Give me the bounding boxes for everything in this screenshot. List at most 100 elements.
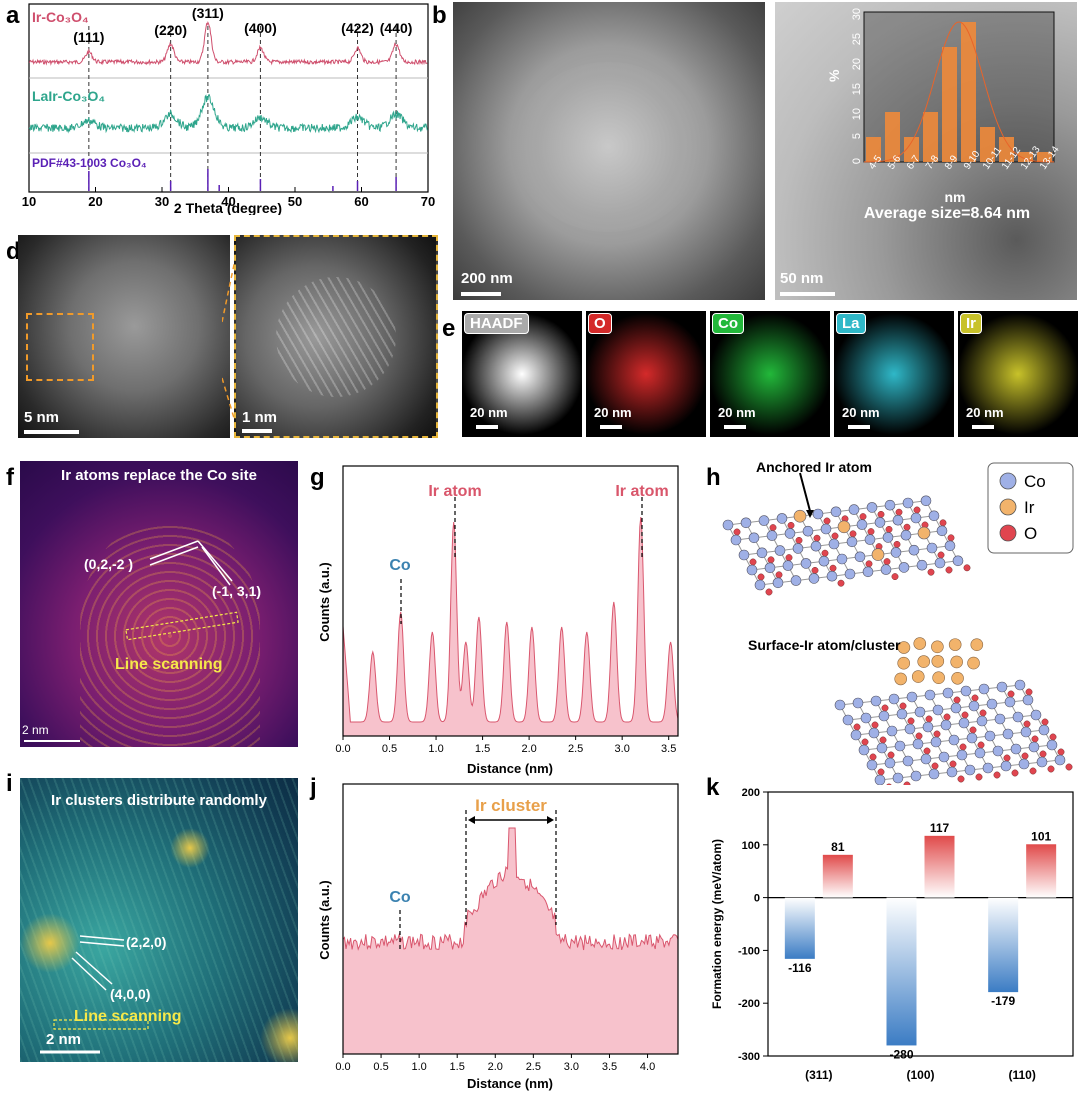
k-chart: -300 -200 -100 0 100 200 -116 81 -280 117 -179 101…	[710, 787, 1074, 1082]
profile-j-chart: 0.0 0.5 1.0 1.5 2.0 2.5 3.0 3.5 4.0 Ir cluster C…	[317, 783, 679, 1091]
j-xtick-label: 2.5	[526, 1061, 541, 1073]
xrd-curve-ir	[28, 21, 428, 66]
k-bar-positive	[1026, 844, 1057, 898]
xrd-curve-lair	[28, 93, 428, 134]
hist-fit-curve	[864, 21, 1054, 163]
k-bar-positive	[924, 835, 955, 898]
g-xtick-label: 1.0	[428, 743, 443, 755]
eds-scalebar	[848, 425, 870, 429]
xrd-xlabel: 2 Theta (degree)	[174, 200, 282, 215]
sem-image: 200 nm	[453, 2, 765, 300]
hist-bar	[942, 47, 957, 162]
k-ytick-label: -200	[738, 998, 760, 1010]
j-ylabel: Counts (a.u.)	[317, 880, 332, 959]
eds-scalebar	[476, 425, 498, 429]
panel-label-i: i	[6, 770, 13, 797]
haadf-overview: 5 nm	[18, 235, 230, 438]
eds-scale-text: 20 nm	[470, 405, 508, 420]
hist-bar	[885, 112, 900, 162]
hist-ytick-label: 30	[851, 8, 863, 20]
i-plane2: (4,0,0)	[110, 986, 151, 1002]
xrd-xtick-label: 60	[354, 194, 368, 209]
haadf-ir-clusters: Ir clusters distribute randomly (2,2,0) …	[20, 778, 298, 1062]
f-overlay	[24, 540, 239, 742]
k-xtick-label: (110)	[1008, 1068, 1035, 1082]
xrd-xtick-label: 20	[88, 194, 102, 209]
formation-energy-k: -300 -200 -100 0 100 200 -116 81 -280 117 -179 101…	[705, 780, 1080, 1092]
hist-bar	[866, 137, 881, 162]
hist-ytick-label: 15	[851, 83, 863, 95]
xrd-xtick-label: 10	[22, 194, 36, 209]
legend-marker-co	[999, 472, 1017, 490]
panel-label-f: f	[6, 464, 14, 491]
eds-scale-text: 20 nm	[718, 405, 756, 420]
panel-label-h: h	[706, 464, 721, 491]
k-bar-positive	[822, 854, 853, 898]
k-value-label: 117	[930, 821, 950, 835]
j-xtick-label: 3.0	[564, 1061, 579, 1073]
g-xtick-label: 0.5	[382, 743, 397, 755]
g-xlabel: Distance (nm)	[467, 761, 553, 776]
f-plane1: (0,2,-2 )	[84, 556, 134, 572]
j-xtick-label: 4.0	[640, 1061, 655, 1073]
eds-map-label: O	[588, 313, 612, 334]
panel-label-b: b	[432, 2, 447, 29]
eds-map-label: HAADF	[464, 313, 529, 334]
hist-bar	[904, 137, 919, 162]
g-xtick-label: 2.0	[521, 743, 536, 755]
xrd-peak-label: (400)	[244, 20, 277, 36]
hist-ytick-label: 0	[851, 158, 863, 164]
g-ann-ir1: Ir atom	[428, 483, 481, 500]
xrd-series-ir-label: Ir-Co₃O₄	[32, 9, 89, 25]
xrd-series-lair-label: LaIr-Co₃O₄	[32, 88, 105, 104]
xrd-panel: (111) (220) (311) (400) (422) (440) 10 20 30 40 5…	[0, 0, 440, 216]
g-xtick-label: 0.0	[335, 743, 350, 755]
hist-bar	[999, 137, 1014, 162]
hist-ytick-label: 10	[851, 108, 863, 120]
k-ytick-label: 100	[742, 840, 760, 852]
xrd-ref-label: PDF#43-1003 Co₃O₄	[32, 156, 147, 170]
i-scale: 2 nm	[46, 1031, 82, 1048]
j-ann-cluster: Ir cluster	[475, 796, 547, 815]
haadf-ir-atoms: Ir atoms replace the Co site (0,2,-2 ) (…	[20, 461, 298, 747]
sem-scale-text: 200 nm	[461, 270, 513, 287]
f-title: Ir atoms replace the Co site	[61, 467, 257, 484]
j-xlabel: Distance (nm)	[467, 1076, 553, 1091]
hist-bar	[1018, 152, 1033, 162]
j-xtick-label: 1.5	[450, 1061, 465, 1073]
j-ann-co: Co	[389, 889, 411, 906]
f-scale: 2 nm	[22, 723, 49, 737]
models-h: Co Ir O Anchored Ir atom Surface-Ir atom/c…	[710, 455, 1080, 791]
xrd-xtick-label: 70	[421, 194, 435, 209]
haadf-scalebar-left	[24, 430, 79, 434]
hist-bar	[1037, 152, 1052, 162]
panel-label-g: g	[310, 464, 325, 491]
k-ytick-label: -300	[738, 1051, 760, 1063]
tem-scale-text: 50 nm	[780, 270, 824, 287]
haadf-scale-left: 5 nm	[24, 409, 60, 426]
eds-map-la: La 20 nm	[834, 311, 954, 437]
xrd-xtick-label: 30	[155, 194, 169, 209]
i-plane1: (2,2,0)	[126, 934, 167, 950]
sem-scalebar	[461, 292, 501, 296]
eds-map-label: Ir	[960, 313, 983, 334]
h-models: Co Ir O	[722, 462, 1074, 791]
hist-ytick-label: 5	[851, 133, 863, 139]
eds-map-label: Co	[712, 313, 744, 334]
legend-label: O	[1024, 524, 1037, 543]
j-xtick-label: 0.0	[335, 1061, 350, 1073]
panel-label-j: j	[310, 774, 317, 801]
hist-ytick-label: 20	[851, 58, 863, 70]
g-ylabel: Counts (a.u.)	[317, 562, 332, 641]
hist-bar	[961, 22, 976, 162]
k-ylabel: Formation energy (meV/atom)	[710, 839, 724, 1009]
k-xtick-label: (311)	[805, 1068, 832, 1082]
k-ytick-label: -100	[738, 945, 760, 957]
eds-map-label: La	[836, 313, 866, 334]
profile-j: 0.0 0.5 1.0 1.5 2.0 2.5 3.0 3.5 4.0 Ir cluster C…	[315, 780, 685, 1092]
haadf-scale-right: 1 nm	[242, 409, 278, 426]
zoom-box	[26, 313, 94, 381]
g-xtick-label: 3.5	[661, 743, 676, 755]
tem-image: 50 nm 0 5 10 15 20 25 30 4-5 5-6 6-7 7-8 8-9 9-10 10…	[775, 2, 1077, 300]
i-scan: Line scanning	[74, 1008, 182, 1025]
